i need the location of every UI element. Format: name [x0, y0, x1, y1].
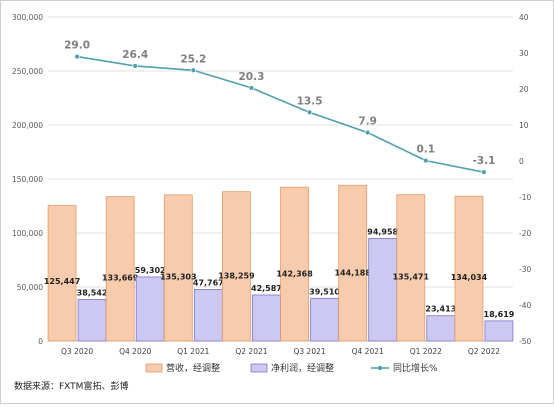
- revenue-bar: [338, 184, 368, 342]
- profit-label: 38,542: [77, 288, 108, 297]
- bars: 125,44738,542133,66959,302135,30347,7671…: [44, 184, 515, 342]
- revenue-label: 144,188: [334, 269, 371, 278]
- y-tick-label: 200,000: [12, 121, 43, 130]
- revenue-bar: [280, 186, 309, 342]
- x-tick-label: Q4 2021: [352, 347, 384, 356]
- x-tick-label: Q3 2020: [61, 347, 93, 356]
- legend: 营收，经调整 净利润，经调整 同比增长%: [145, 362, 438, 374]
- revenue-label: 138,259: [218, 271, 255, 280]
- y-tick-label: 0: [38, 337, 43, 346]
- growth-label: 13.5: [297, 95, 323, 107]
- y2-tick-label: 30: [519, 49, 529, 58]
- x-tick-label: Q2 2021: [235, 347, 267, 356]
- growth-line-path: [76, 55, 485, 173]
- profit-label: 94,958: [367, 227, 398, 236]
- profit-bar: [368, 238, 398, 342]
- y-tick-label: 300,000: [12, 13, 43, 22]
- y2-tick-label: -30: [519, 265, 531, 274]
- revenue-label: 142,368: [276, 269, 313, 278]
- profit-bar: [193, 289, 223, 342]
- y-tick-label: 250,000: [12, 67, 43, 76]
- revenue-label: 125,447: [44, 277, 80, 286]
- revenue-label: 135,471: [393, 273, 430, 282]
- source-note: 数据来源：FXTM富拓、彭博: [14, 382, 129, 392]
- x-axis: Q3 2020 Q4 2020 Q1 2021 Q2 2021 Q3 2021 Q4 20…: [61, 347, 500, 356]
- revenue-bar: [454, 195, 484, 342]
- growth-label: 25.2: [180, 53, 206, 65]
- growth-label: 7.9: [358, 116, 377, 128]
- revenue-bar: [163, 194, 193, 342]
- legend-marker-growth: [377, 365, 383, 371]
- profit-label: 39,510: [309, 287, 340, 296]
- y2-tick-label: -20: [519, 229, 531, 238]
- growth-line: 29.0 26.4 25.2 20.3 13.5 7.9 0.1 -3.1: [64, 40, 495, 175]
- profit-label: 47,767: [193, 278, 224, 287]
- y-tick-label: 100,000: [12, 229, 43, 238]
- x-tick-label: Q3 2021: [293, 347, 325, 356]
- revenue-label: 134,034: [451, 273, 488, 282]
- profit-bar: [77, 298, 107, 342]
- legend-label-profit: 净利润，经调整: [271, 362, 334, 374]
- y2-tick-label: 20: [519, 85, 529, 94]
- revenue-bar: [47, 205, 77, 342]
- x-tick-label: Q1 2021: [177, 347, 209, 356]
- growth-point: [423, 157, 429, 164]
- right-axis: -50 -40 -30 -20 -10 0 10 20 30 40: [519, 13, 531, 346]
- profit-bar: [426, 315, 456, 342]
- growth-point: [481, 169, 487, 175]
- profit-label: 42,587: [251, 284, 282, 293]
- x-tick-label: Q1 2022: [410, 347, 442, 356]
- growth-point: [74, 53, 80, 60]
- profit-bar: [484, 320, 514, 342]
- y-tick-label: 150,000: [12, 175, 43, 184]
- legend-swatch-revenue: [145, 363, 163, 373]
- revenue-label: 135,303: [160, 273, 196, 282]
- growth-point: [364, 129, 371, 136]
- revenue-bar: [222, 191, 251, 342]
- legend-label-revenue: 营收，经调整: [166, 362, 220, 374]
- revenue-bar: [105, 196, 135, 342]
- y2-tick-label: 0: [519, 157, 524, 166]
- growth-label: 20.3: [238, 71, 264, 83]
- growth-point: [248, 85, 255, 91]
- legend-label-growth: 同比增长%: [393, 362, 438, 374]
- legend-swatch-profit: [250, 363, 268, 373]
- growth-point: [132, 63, 138, 69]
- profit-bar: [310, 297, 339, 342]
- growth-label: 26.4: [122, 49, 148, 61]
- y2-tick-label: -50: [519, 337, 531, 346]
- y-tick-label: 50,000: [17, 283, 43, 292]
- profit-label: 18,619: [484, 310, 515, 319]
- y2-tick-label: -10: [519, 193, 531, 202]
- y2-tick-label: -40: [519, 301, 531, 310]
- profit-label: 59,302: [135, 266, 166, 275]
- profit-bar: [135, 276, 165, 342]
- growth-label: -3.1: [472, 155, 495, 167]
- x-tick-label: Q4 2020: [119, 347, 151, 356]
- profit-bar: [252, 294, 281, 342]
- revenue-label: 133,669: [102, 273, 139, 282]
- revenue-bar: [396, 194, 426, 342]
- x-tick-label: Q2 2022: [468, 347, 500, 356]
- y2-tick-label: 40: [519, 13, 529, 22]
- growth-point: [190, 67, 197, 73]
- growth-point: [306, 109, 313, 116]
- profit-label: 23,413: [425, 305, 456, 314]
- y2-tick-label: 10: [519, 121, 529, 130]
- left-axis: 0 50,000 100,000 150,000 200,000 250,000 300,0…: [12, 13, 43, 346]
- growth-label: 0.1: [417, 144, 436, 156]
- growth-label: 29.0: [64, 40, 90, 52]
